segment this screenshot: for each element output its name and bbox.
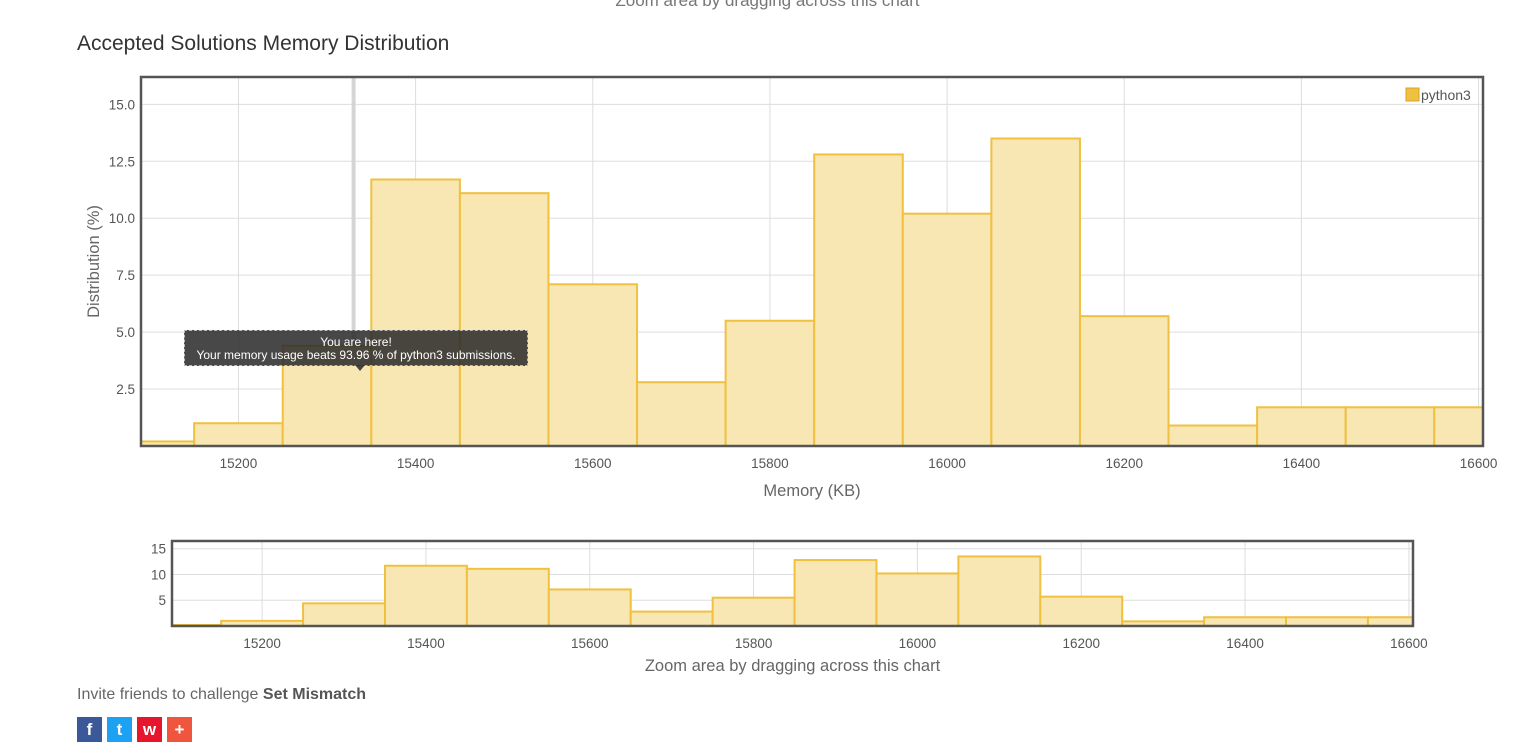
page-title: Accepted Solutions Memory Distribution [77,32,450,55]
histogram-bar [1203,616,1288,627]
invite-text: Invite friends to challenge Set Mismatch [77,686,366,704]
histogram-bar [1344,406,1436,447]
x-tick-label: 16200 [1105,456,1143,471]
histogram-bar [990,137,1081,447]
zoom-navigator-chart[interactable]: 15200 15400 15600 15800 16000 16200 16400 16600… [0,530,1535,680]
histogram-bar [629,610,714,628]
histogram-bar [1366,616,1414,627]
plot-frame [170,539,1415,628]
histogram-bar [465,567,550,627]
histogram-bar [901,212,993,447]
histogram-bar [875,572,960,627]
facebook-share-button[interactable]: f [77,717,102,742]
y-tick-label: 7.5 [116,268,135,283]
histogram-bar [370,178,461,447]
twitter-share-button[interactable]: t [107,717,132,742]
legend-label: python3 [1421,87,1471,103]
plot-frame [139,75,1485,448]
histogram-bar [636,381,727,448]
x-tick-label: 15400 [407,636,445,651]
histogram-bar [957,555,1042,628]
invite-prefix: Invite friends to challenge [77,686,263,703]
histogram-bar [193,422,284,448]
histogram-bar [1078,315,1170,447]
histogram-bar [302,602,386,628]
tooltip-message: Your memory usage beats 93.96 % of pytho… [196,348,516,362]
x-tick-label: 15800 [735,636,773,651]
tooltip-title: You are here! [320,335,392,349]
histogram-bar [793,559,878,627]
x-tick-label: 15800 [751,456,789,471]
x-tick-label: 16200 [1062,636,1100,651]
x-tick-label: 15200 [220,456,258,471]
y-tick-label: 10.0 [109,211,135,226]
histogram-bar [1167,424,1259,447]
y-tick-label: 5 [158,593,166,608]
histogram-bar [1039,595,1124,627]
y-tick-label: 15.0 [109,97,135,112]
x-tick-label: 16000 [928,456,966,471]
histogram-bar [1256,406,1347,447]
legend-swatch [1405,87,1420,102]
x-tick-label: 15600 [574,456,612,471]
histogram-bar [1285,616,1369,627]
x-tick-label: 15200 [243,636,281,651]
weibo-share-button[interactable]: w [137,717,162,742]
histogram-bar [813,153,904,447]
you-are-here-tooltip: You are here! Your memory usage beats 93… [184,330,528,371]
x-tick-label: 15400 [397,456,435,471]
x-axis-label: Memory (KB) [763,482,860,500]
y-tick-label: 5.0 [116,325,135,340]
y-tick-label: 2.5 [116,382,135,397]
x-tick-label: 16400 [1226,636,1264,651]
y-axis-label: Distribution (%) [85,205,103,318]
histogram-bar [724,319,816,448]
histogram-bar [711,596,796,627]
histogram-bar [1433,406,1484,447]
histogram-bar [547,588,632,627]
x-tick-label: 16600 [1390,636,1428,651]
y-tick-label: 12.5 [109,154,135,169]
histogram-bar [458,192,550,447]
x-tick-label: 16000 [899,636,937,651]
problem-name: Set Mismatch [262,686,367,703]
x-tick-label: 16400 [1283,456,1321,471]
zoom-hint-partial: Zoom area by dragging across this chart [615,0,920,10]
x-axis-label: Zoom area by dragging across this chart [645,657,941,675]
more-share-button[interactable]: + [167,717,192,742]
y-tick-label: 15 [151,542,166,557]
histogram-bar [383,564,468,627]
memory-distribution-chart[interactable]: 15200 15400 15600 15800 16000 16200 16400 16600… [0,60,1535,510]
x-tick-label: 16600 [1460,456,1498,471]
share-buttons: f t w + [77,717,192,742]
y-tick-label: 10 [151,567,166,582]
histogram-bar [547,283,639,447]
x-tick-label: 15600 [571,636,609,651]
